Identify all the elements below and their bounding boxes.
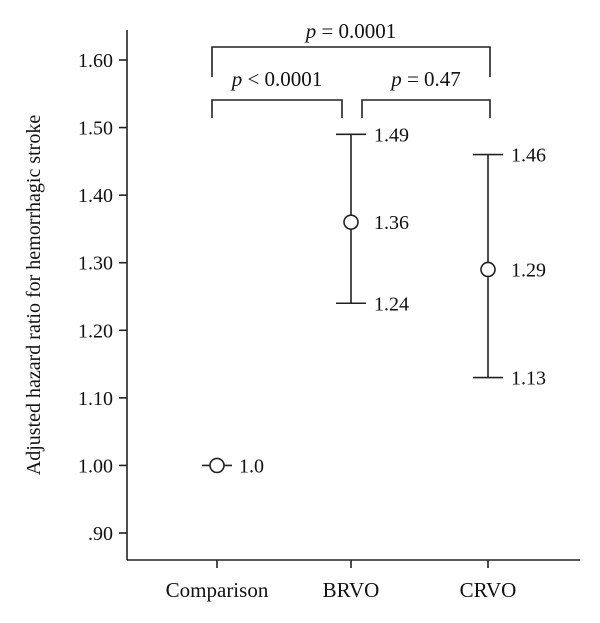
- point-group: 1.49 1.24 1.36: [336, 124, 409, 315]
- x-axis: Comparison BRVO CRVO: [127, 559, 580, 602]
- significance-brackets: p = 0.0001 p < 0.0001 p = 0.47: [211, 19, 491, 118]
- upper-ci-label: 1.46: [511, 145, 546, 167]
- comparison-bracket: p = 0.47: [361, 67, 491, 118]
- estimates-series: 1.0 1.49 1.24 1.36 1.46 1.13 1.29: [202, 124, 546, 477]
- comparison-bracket: p = 0.0001: [211, 19, 491, 77]
- comparison-bracket: p < 0.0001: [211, 67, 343, 118]
- x-category-label: CRVO: [460, 578, 517, 602]
- x-category-label: BRVO: [323, 578, 380, 602]
- lower-ci-label: 1.24: [374, 293, 409, 315]
- y-tick-label: 1.00: [78, 455, 113, 477]
- point-group: 1.46 1.13 1.29: [473, 145, 546, 390]
- bracket-line: [211, 99, 343, 118]
- y-tick-label: 1.40: [78, 185, 113, 207]
- y-tick-label: .90: [88, 523, 113, 545]
- y-tick-label: 1.50: [78, 118, 113, 140]
- y-tick-label: 1.30: [78, 253, 113, 275]
- estimate-label: 1.0: [239, 455, 264, 477]
- p-value-label: p < 0.0001: [230, 67, 323, 91]
- upper-ci-label: 1.49: [374, 124, 409, 146]
- lower-ci-label: 1.13: [511, 368, 546, 390]
- bracket-line: [361, 99, 491, 118]
- y-tick-label: 1.60: [78, 50, 113, 72]
- y-axis-label: Adjusted hazard ratio for hemorrhagic st…: [23, 115, 45, 476]
- y-tick-label: 1.10: [78, 388, 113, 410]
- point-group: 1.0: [202, 455, 264, 477]
- estimate-marker: [480, 261, 496, 278]
- estimate-marker: [209, 457, 225, 474]
- y-tick-label: 1.20: [78, 320, 113, 342]
- bracket-line: [211, 46, 491, 77]
- estimate-marker: [343, 214, 359, 230]
- p-value-label: p = 0.47: [389, 67, 461, 91]
- y-axis: .90 1.00 1.10 1.20 1.30 1.40 1.50 1.60: [78, 30, 128, 560]
- x-category-label: Comparison: [166, 578, 269, 602]
- p-value-label: p = 0.0001: [304, 19, 397, 43]
- estimate-label: 1.29: [511, 259, 546, 281]
- estimate-label: 1.36: [374, 212, 409, 234]
